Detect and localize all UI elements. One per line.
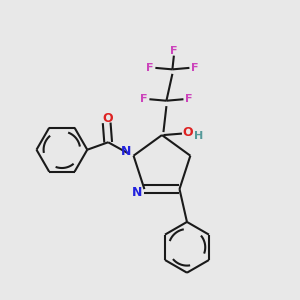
Text: N: N <box>121 145 131 158</box>
Text: F: F <box>140 94 148 104</box>
Text: H: H <box>194 131 203 141</box>
Text: F: F <box>146 63 154 73</box>
Text: N: N <box>132 186 142 199</box>
Text: F: F <box>191 63 199 73</box>
Text: F: F <box>185 94 193 104</box>
Text: F: F <box>170 46 178 56</box>
Text: O: O <box>103 112 113 125</box>
Text: O: O <box>183 126 193 139</box>
